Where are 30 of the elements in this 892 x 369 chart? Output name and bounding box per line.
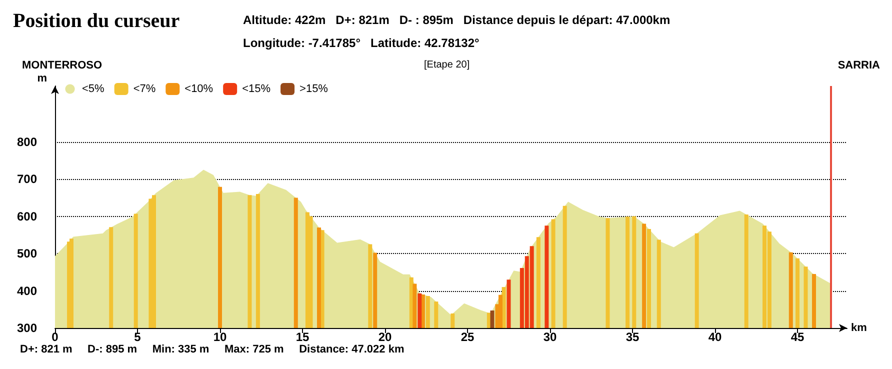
text: SARRIA [838, 60, 880, 72]
x-tick-label: 40 [708, 330, 722, 344]
x-tick-label: 10 [213, 330, 227, 344]
text: Altitude: 422m D+: 821m D- : 895m Distance depuis le départ: 47.000km [243, 13, 670, 27]
y-tick-label: 300 [16, 321, 38, 335]
x-tick-label: 15 [296, 330, 310, 344]
y-axis-title: m [37, 72, 48, 84]
x-tick-label: 30 [543, 330, 557, 344]
chart-title: Position du curseur [13, 10, 180, 32]
y-tick-label: 800 [16, 134, 38, 149]
legend-label: >15% [300, 83, 328, 95]
x-tick-label: 5 [134, 330, 142, 344]
x-tick-label: 25 [460, 330, 474, 344]
legend-label: <7% [133, 83, 156, 95]
legend-label: <15% [242, 83, 271, 95]
x-tick-label: 35 [626, 330, 640, 344]
y-tick-label: 700 [16, 172, 38, 186]
text: D+: 821 m D-: 895 m Min: 335 m Max: 725 m Distance: 47.022 km [20, 344, 404, 356]
x-tick-label: 20 [378, 330, 392, 344]
x-tick-label: 0 [52, 330, 59, 344]
legend-label: <10% [184, 83, 214, 95]
text: Longitude: -7.41785° Latitude: 42.78132° [243, 36, 480, 50]
x-tick-label: 45 [790, 330, 804, 344]
legend-label: <5% [82, 83, 105, 95]
text: MONTERROSO [22, 60, 102, 72]
text: [Etape 20] [424, 60, 470, 70]
y-tick-label: 500 [16, 246, 38, 261]
y-tick-label: 400 [16, 284, 38, 298]
y-tick-label: 600 [16, 209, 38, 224]
x-axis-title: km [851, 322, 868, 334]
